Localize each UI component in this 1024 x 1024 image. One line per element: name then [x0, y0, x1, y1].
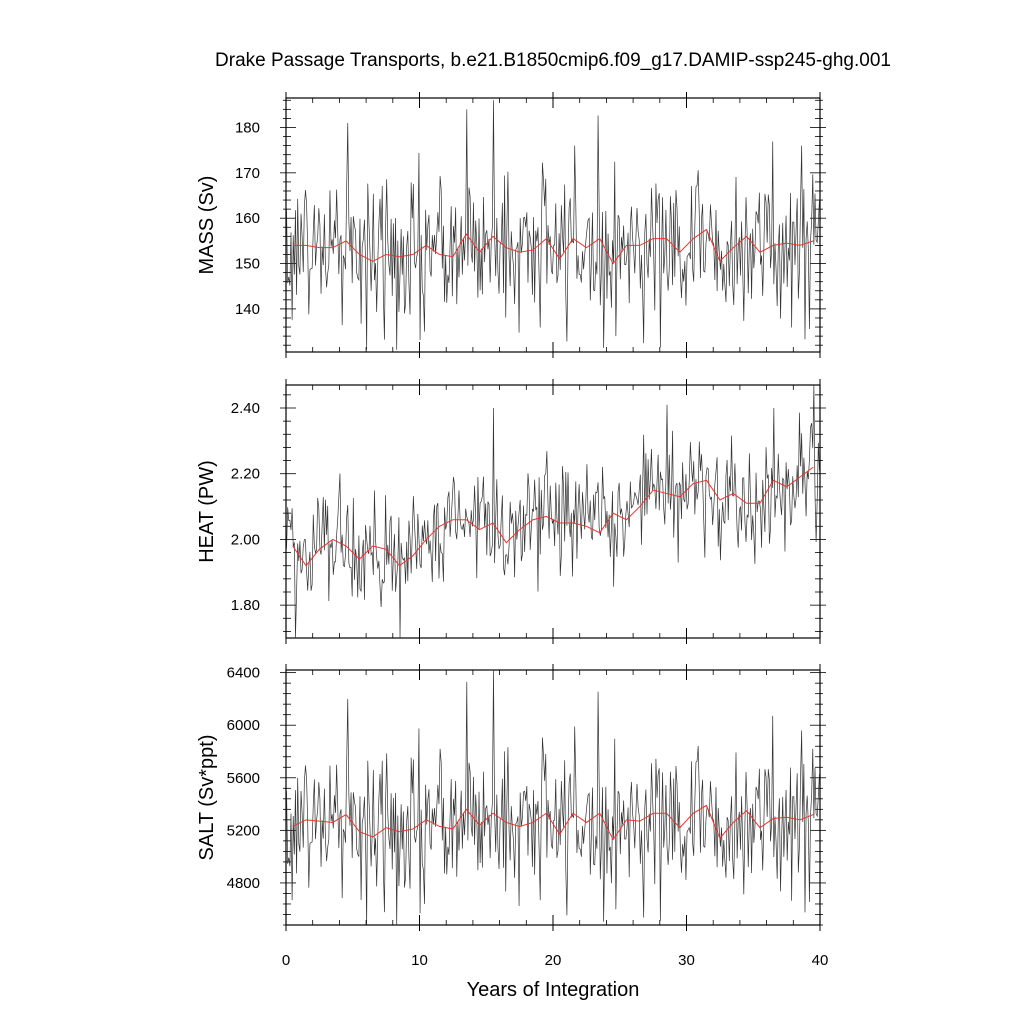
- y-tick-label: 160: [235, 210, 260, 227]
- panel-3: 0 10 20 30 40 4800 5200 5600 6000 6400 SALT (Sv*pp…: [196, 664, 828, 969]
- y-axis-label: SALT (Sv*ppt): [196, 735, 218, 861]
- y-tick-label: 180: [235, 119, 260, 136]
- y-tick-label: 2.00: [231, 531, 260, 548]
- y-tick-label: 5600: [227, 770, 260, 787]
- y-tick-label: 6000: [227, 717, 260, 734]
- x-tick-label: 30: [678, 952, 695, 969]
- chart-title: Drake Passage Transports, b.e21.B1850cmi…: [215, 50, 891, 71]
- annual-mean-line: [292, 228, 814, 265]
- panel-2: 1.80 2.00 2.20 2.40 HEAT (PW): [196, 379, 826, 644]
- x-tick-label: 0: [282, 952, 290, 969]
- y-tick-label: 5200: [227, 822, 260, 839]
- x-tick-label: 10: [411, 952, 428, 969]
- y-tick-label: 1.80: [231, 597, 260, 614]
- monthly-series-line: [286, 669, 820, 926]
- y-axis-label: MASS (Sv): [196, 176, 218, 275]
- monthly-series-line: [286, 100, 820, 350]
- x-axis-label: Years of Integration: [467, 979, 640, 1001]
- annual-mean-line: [292, 804, 814, 841]
- monthly-series-line: [286, 384, 820, 639]
- y-tick-label: 140: [235, 301, 260, 318]
- y-axis-label: HEAT (PW): [196, 460, 218, 563]
- plot-frame: [285, 384, 821, 639]
- panel-1: 140 150 160 170 180 MASS (Sv): [196, 92, 826, 358]
- y-tick-label: 4800: [227, 875, 260, 892]
- annual-mean-line: [292, 466, 814, 567]
- y-tick-label: 2.20: [231, 466, 260, 483]
- y-tick-label: 6400: [227, 665, 260, 682]
- y-tick-label: 150: [235, 256, 260, 273]
- y-tick-label: 2.40: [231, 400, 260, 417]
- x-tick-label: 20: [545, 952, 562, 969]
- panels-group: 140 150 160 170 180 MASS (Sv) 1.80 2.00 2.20 2.40…: [196, 92, 828, 969]
- y-tick-label: 170: [235, 165, 260, 182]
- x-tick-label: 40: [812, 952, 829, 969]
